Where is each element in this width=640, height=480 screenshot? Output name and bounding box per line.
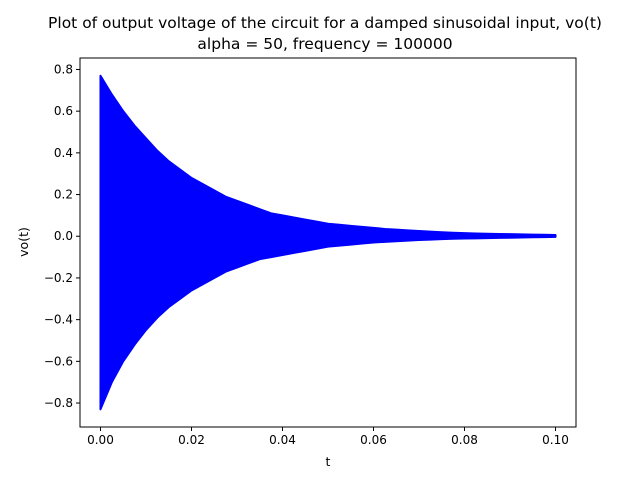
x-tick-label: 0.10 (542, 433, 569, 447)
x-tick-label: 0.06 (360, 433, 387, 447)
y-axis: −0.8 −0.6 −0.4 −0.2 0.0 0.2 0.4 0.6 0.8 (44, 62, 80, 410)
y-tick-label: −0.8 (44, 396, 73, 410)
y-tick-label: 0.2 (54, 188, 73, 202)
x-tick-label: 0.00 (87, 433, 114, 447)
chart-title: Plot of output voltage of the circuit fo… (48, 14, 602, 32)
x-tick-label: 0.02 (178, 433, 205, 447)
y-tick-label: 0.4 (54, 146, 73, 160)
y-tick-label: 0.0 (54, 229, 73, 243)
chart-subtitle: alpha = 50, frequency = 100000 (197, 35, 452, 53)
x-axis-label: t (326, 454, 331, 469)
y-tick-label: −0.2 (44, 271, 73, 285)
x-tick-label: 0.04 (269, 433, 296, 447)
y-tick-label: 0.6 (54, 104, 73, 118)
y-tick-label: 0.8 (54, 62, 73, 76)
y-tick-label: −0.4 (44, 313, 73, 327)
x-tick-label: 0.08 (451, 433, 478, 447)
plot-area (99, 74, 557, 411)
y-tick-label: −0.6 (44, 354, 73, 368)
x-axis: 0.00 0.02 0.04 0.06 0.08 0.10 (87, 427, 569, 447)
series-0-envelope (99, 74, 557, 411)
axes-frame (79, 57, 577, 428)
y-axis-label: vo(t) (16, 227, 31, 257)
